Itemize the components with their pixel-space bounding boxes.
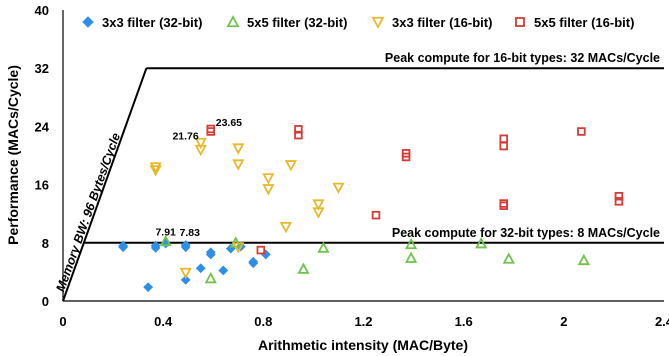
legend-item: 3x3 filter (16-bit) xyxy=(371,15,492,30)
legend-label: 3x3 filter (32-bit) xyxy=(102,15,202,30)
data-point xyxy=(294,130,303,140)
legend-label: 5x5 filter (16-bit) xyxy=(534,15,634,30)
memory-bw-label: Memory BW: 96 Bytes/Cycle xyxy=(53,131,123,294)
data-annotation: 23.65 xyxy=(216,117,242,129)
data-point xyxy=(194,137,207,150)
data-point xyxy=(218,265,229,276)
data-point xyxy=(502,252,515,264)
x-tick-label: 0 xyxy=(59,314,66,329)
legend-item: 5x5 filter (16-bit) xyxy=(515,15,634,30)
legend-item: 5x5 filter (32-bit) xyxy=(226,15,347,30)
data-point xyxy=(232,242,245,254)
data-point xyxy=(475,237,488,249)
data-point xyxy=(262,173,275,185)
legend-item: 3x3 filter (32-bit) xyxy=(82,15,202,30)
peak-16bit-label: Peak compute for 16-bit types: 32 MACs/C… xyxy=(385,51,660,65)
data-point xyxy=(312,199,325,211)
tick-labels: 0 8 16 24 32 40 0 0.4 0.8 1.2 1.6 2 2.4 xyxy=(35,3,669,329)
data-point xyxy=(194,144,207,157)
data-point xyxy=(404,251,418,263)
data-point xyxy=(143,282,154,293)
data-point xyxy=(256,245,266,255)
data-point xyxy=(180,242,191,253)
y-tick-label: 16 xyxy=(35,178,49,193)
data-annotations: 23.65 21.76 7.91 7.83 xyxy=(155,117,242,239)
data-point xyxy=(180,274,191,285)
axes xyxy=(62,10,664,302)
data-point xyxy=(499,199,508,208)
data-point xyxy=(499,134,508,144)
data-point xyxy=(614,197,624,206)
y-axis-label: Performance (MACs/Cycle) xyxy=(5,65,21,245)
data-annotation: 21.76 xyxy=(172,131,198,143)
data-point xyxy=(317,241,330,253)
data-point xyxy=(284,160,297,172)
y-tick-label: 24 xyxy=(35,119,50,134)
y-tick-label: 0 xyxy=(42,294,49,309)
data-point xyxy=(371,210,381,220)
x-tick-label: 0.4 xyxy=(154,314,173,329)
data-point xyxy=(279,221,292,234)
memory-bw-line xyxy=(62,67,148,302)
x-tick-label: 1.2 xyxy=(354,314,372,329)
legend-marker xyxy=(82,16,94,28)
data-point xyxy=(297,262,310,274)
data-point xyxy=(499,201,508,210)
data-point xyxy=(577,127,586,136)
x-axis-label: Arithmetic intensity (MAC/Byte) xyxy=(258,337,468,353)
data-point xyxy=(159,234,172,247)
data-point xyxy=(312,207,325,219)
data-point xyxy=(577,253,590,266)
y-tick-label: 8 xyxy=(42,236,49,251)
x-tick-label: 2.4 xyxy=(655,314,669,329)
data-points xyxy=(118,124,624,293)
data-point xyxy=(195,263,206,274)
data-annotation: 7.83 xyxy=(179,227,200,239)
data-point xyxy=(204,271,217,284)
data-point xyxy=(205,249,216,260)
data-point xyxy=(232,143,245,155)
legend-marker xyxy=(515,17,525,27)
data-point xyxy=(499,141,508,151)
x-tick-label: 2 xyxy=(560,314,567,329)
data-point xyxy=(232,159,245,171)
data-point xyxy=(150,242,161,253)
legend-label: 3x3 filter (16-bit) xyxy=(392,15,492,30)
data-point xyxy=(260,249,271,260)
legend-label: 5x5 filter (32-bit) xyxy=(247,15,347,30)
data-point xyxy=(401,152,411,162)
data-point xyxy=(332,182,345,195)
data-point xyxy=(248,258,259,269)
legend-marker xyxy=(226,15,240,28)
data-point xyxy=(404,237,418,250)
y-tick-label: 32 xyxy=(35,61,49,76)
data-point xyxy=(179,267,192,280)
peak-32bit-label: Peak compute for 32-bit types: 8 MACs/Cy… xyxy=(392,226,660,240)
data-annotation: 7.91 xyxy=(155,226,176,238)
data-point xyxy=(149,162,162,174)
x-tick-label: 1.6 xyxy=(455,314,473,329)
y-tick-label: 40 xyxy=(35,3,49,18)
x-tick-label: 0.8 xyxy=(254,314,272,329)
legend-marker xyxy=(371,16,385,29)
legend: 3x3 filter (32-bit) 5x5 filter (32-bit) 3x… xyxy=(82,15,634,30)
data-point xyxy=(262,184,275,196)
data-point xyxy=(206,127,216,136)
data-point xyxy=(118,242,129,253)
roofline-lines: Peak compute for 16-bit types: 32 MACs/C… xyxy=(53,51,664,302)
data-point xyxy=(614,191,624,201)
data-point xyxy=(149,165,162,177)
